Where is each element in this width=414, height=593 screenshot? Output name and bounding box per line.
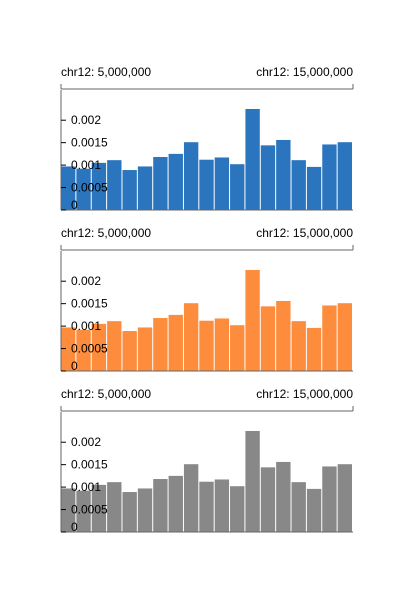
bar-8 — [183, 303, 199, 371]
track-panel-2: chr12: 5,000,000 chr12: 15,000,000 0 0.00… — [0, 225, 414, 386]
bar-0 — [61, 327, 76, 371]
bar-12 — [245, 108, 260, 210]
bar-1 — [76, 329, 91, 371]
bar-17 — [322, 144, 337, 210]
bar-0 — [61, 166, 76, 210]
bar-10 — [214, 318, 230, 371]
bar-4 — [122, 170, 137, 210]
bar-7 — [168, 475, 183, 532]
y-tick-label: 0 — [71, 198, 78, 212]
bar-15 — [291, 160, 306, 210]
bar-5 — [137, 166, 153, 210]
bar-5 — [137, 488, 153, 532]
bar-13 — [260, 306, 276, 371]
bar-6 — [153, 318, 168, 371]
bar-7 — [168, 314, 183, 371]
axis-right-label: chr12: 15,000,000 — [256, 226, 353, 240]
bar-14 — [276, 461, 291, 532]
bar-16 — [306, 166, 322, 210]
bar-11 — [230, 325, 245, 371]
track-panel-1: chr12: 5,000,000 chr12: 15,000,000 0 0.00… — [0, 64, 414, 225]
y-tick-label: 0.0005 — [71, 342, 108, 356]
y-tick-label: 0.0005 — [71, 503, 108, 517]
bar-3 — [107, 160, 122, 210]
bar-3 — [107, 321, 122, 371]
bar-12 — [245, 269, 260, 371]
bar-18 — [337, 464, 352, 532]
bar-3 — [107, 482, 122, 532]
bar-9 — [199, 159, 214, 210]
genomic-axis — [60, 245, 354, 251]
bar-chart-3: chr12: 5,000,000 chr12: 15,000,000 0 0.00… — [60, 387, 354, 534]
bar-15 — [291, 482, 306, 532]
bar-8 — [183, 464, 199, 532]
bar-18 — [337, 303, 352, 371]
bar-0 — [61, 488, 76, 532]
bar-16 — [306, 488, 322, 532]
bar-1 — [76, 490, 91, 532]
bar-7 — [168, 153, 183, 210]
bar-15 — [291, 321, 306, 371]
bar-17 — [322, 466, 337, 532]
bar-9 — [199, 481, 214, 532]
y-tick-label: 0.002 — [71, 274, 101, 288]
bar-5 — [137, 327, 153, 371]
bar-17 — [322, 305, 337, 371]
bar-2 — [91, 162, 107, 210]
bar-4 — [122, 492, 137, 532]
bar-8 — [183, 142, 199, 210]
y-tick-label: 0 — [71, 359, 78, 373]
y-tick-label: 0.0015 — [71, 458, 108, 472]
bar-11 — [230, 164, 245, 210]
y-tick-label: 0.0005 — [71, 181, 108, 195]
bar-16 — [306, 327, 322, 371]
y-tick-label: 0.0015 — [71, 297, 108, 311]
axis-left-label: chr12: 5,000,000 — [61, 387, 151, 401]
bar-6 — [153, 157, 168, 210]
genomic-axis — [60, 84, 354, 90]
y-tick-label: 0.001 — [71, 319, 101, 333]
axis-right-label: chr12: 15,000,000 — [256, 65, 353, 79]
bar-2 — [91, 323, 107, 371]
y-tick-label: 0.0015 — [71, 136, 108, 150]
bar-18 — [337, 142, 352, 210]
axis-right-label: chr12: 15,000,000 — [256, 387, 353, 401]
bar-4 — [122, 331, 137, 371]
bar-11 — [230, 486, 245, 532]
bar-10 — [214, 157, 230, 210]
y-tick-label: 0.002 — [71, 113, 101, 127]
bar-14 — [276, 300, 291, 371]
genomic-axis — [60, 406, 354, 412]
bar-9 — [199, 320, 214, 371]
y-tick-label: 0.002 — [71, 435, 101, 449]
track-panel-3: chr12: 5,000,000 chr12: 15,000,000 0 0.00… — [0, 386, 414, 547]
bar-13 — [260, 467, 276, 532]
axis-left-label: chr12: 5,000,000 — [61, 65, 151, 79]
bar-13 — [260, 145, 276, 210]
y-tick-label: 0 — [71, 520, 78, 534]
bar-1 — [76, 168, 91, 210]
y-tick-label: 0.001 — [71, 480, 101, 494]
axis-left-label: chr12: 5,000,000 — [61, 226, 151, 240]
bar-12 — [245, 430, 260, 532]
bar-2 — [91, 484, 107, 532]
bar-14 — [276, 139, 291, 210]
y-tick-label: 0.001 — [71, 158, 101, 172]
bar-10 — [214, 479, 230, 532]
bar-chart-1: chr12: 5,000,000 chr12: 15,000,000 0 0.00… — [60, 65, 354, 212]
bar-chart-2: chr12: 5,000,000 chr12: 15,000,000 0 0.00… — [60, 226, 354, 373]
bar-6 — [153, 479, 168, 532]
